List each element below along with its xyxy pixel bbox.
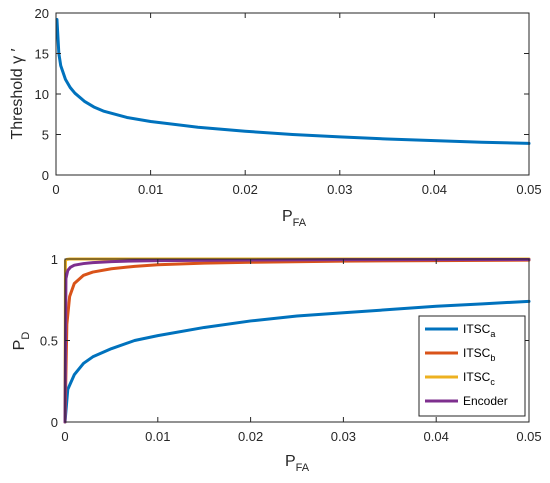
bottom-x-tick-label: 0.01 (145, 429, 170, 444)
top-x-axis-label-subscript: FA (293, 217, 307, 229)
top-y-ticks: 0 5 10 15 20 (35, 6, 529, 183)
bottom-y-axis-label: P (11, 340, 28, 351)
legend-label-text: ITSC (463, 346, 491, 360)
top-x-tick-label: 0 (52, 182, 59, 197)
top-y-axis-title: Threshold γ ′ (9, 48, 26, 139)
top-x-axis-title: PFA (282, 208, 307, 229)
top-x-tick-label: 0.05 (516, 182, 541, 197)
bottom-x-axis-title: PFA (285, 453, 310, 474)
top-x-tick-label: 0.01 (138, 182, 163, 197)
bottom-y-tick-label: 0 (51, 415, 58, 430)
legend-label-text: ITSC (463, 322, 491, 336)
top-x-tick-label: 0.04 (422, 182, 447, 197)
bottom-chart: 0 0.01 0.02 0.03 0.04 0.05 00.51 PFA PD ITSCa… (11, 252, 542, 474)
legend-label-subscript: c (490, 377, 495, 387)
bottom-y-tick-label: 0.5 (40, 334, 58, 349)
bottom-x-tick-label: 0.05 (516, 429, 541, 444)
legend-label-text: Encoder (463, 394, 508, 408)
top-x-tick-label: 0.02 (233, 182, 258, 197)
bottom-y-tick-label: 1 (51, 252, 58, 267)
bottom-x-ticks: 0 0.01 0.02 0.03 0.04 0.05 (61, 259, 542, 444)
legend-label-a: ITSCa (463, 322, 495, 339)
top-y-tick-label: 20 (35, 6, 49, 21)
bottom-x-tick-label: 0 (61, 429, 68, 444)
bottom-x-tick-label: 0.04 (424, 429, 449, 444)
legend-label-subscript: b (490, 353, 495, 363)
bottom-x-tick-label: 0.02 (238, 429, 263, 444)
bottom-x-axis-label: P (285, 453, 296, 470)
top-chart: 0 0.01 0.02 0.03 0.04 0.05 0 5 10 15 20 PFA Thres… (9, 6, 542, 229)
legend-label-c: ITSCc (463, 370, 495, 387)
bottom-y-ticks: 00.51 (40, 252, 529, 430)
top-series-line-0 (55, 17, 531, 145)
bottom-y-axis-label-subscript: D (20, 332, 32, 340)
legend-label-encoder: Encoder (463, 394, 508, 408)
bottom-series-line-a (63, 299, 531, 424)
top-y-tick-label: 0 (42, 168, 49, 183)
legend-box (418, 315, 526, 417)
top-x-ticks: 0 0.01 0.02 0.03 0.04 0.05 (52, 13, 542, 197)
top-x-axis-label: P (282, 208, 293, 225)
top-y-tick-label: 15 (35, 47, 49, 62)
bottom-series-line-b (63, 258, 531, 424)
top-y-tick-label: 5 (42, 128, 49, 143)
top-x-tick-label: 0.03 (327, 182, 352, 197)
bottom-x-axis-label-subscript: FA (296, 462, 310, 474)
bottom-x-tick-label: 0.03 (331, 429, 356, 444)
legend-label-subscript: a (490, 329, 495, 339)
legend-label-text: ITSC (463, 370, 491, 384)
bottom-y-axis-title: PD (11, 332, 32, 351)
top-series-group (55, 17, 531, 145)
top-y-tick-label: 10 (35, 87, 49, 102)
legend-label-b: ITSCb (463, 346, 495, 363)
top-plot-background (56, 13, 529, 175)
